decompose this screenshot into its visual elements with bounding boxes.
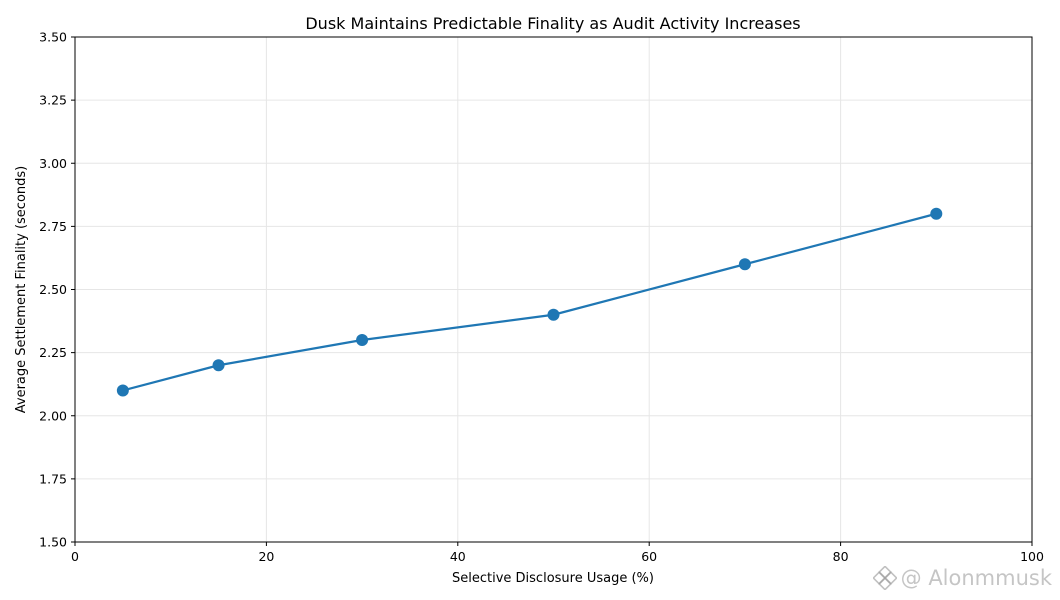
data-point	[116, 384, 129, 397]
axis-ticks: 0 20 40 60 80 100 1.50 1.75 2.00 2.25 2.50 2.75 3.00…	[39, 30, 1044, 565]
x-tick-label: 80	[833, 549, 849, 564]
data-point	[738, 258, 751, 271]
y-tick-label: 2.25	[39, 345, 67, 360]
x-axis-label: Selective Disclosure Usage (%)	[452, 571, 654, 586]
y-tick-label: 3.00	[39, 156, 67, 171]
y-tick-label: 2.50	[39, 282, 67, 297]
x-tick-label: 0	[71, 549, 79, 564]
y-tick-label: 1.50	[39, 535, 67, 550]
y-tick-label: 3.25	[39, 93, 67, 108]
grid	[74, 36, 1033, 543]
data-point	[930, 207, 943, 220]
watermark: @ Alonmmusk	[872, 566, 1052, 590]
x-tick-label: 60	[641, 549, 657, 564]
data-point	[547, 308, 560, 321]
x-tick-label: 40	[450, 549, 466, 564]
binance-logo-icon	[872, 566, 897, 590]
chart-title: Dusk Maintains Predictable Finality as A…	[305, 14, 800, 33]
y-tick-label: 3.50	[39, 30, 67, 45]
y-tick-label: 1.75	[39, 471, 67, 486]
x-tick-label: 100	[1020, 549, 1044, 564]
data-point	[356, 334, 369, 346]
series-layer	[116, 207, 943, 397]
x-tick-label: 20	[258, 549, 274, 564]
series-line	[122, 212, 937, 392]
y-tick-label: 2.00	[39, 408, 67, 423]
watermark-text: @ Alonmmusk	[900, 566, 1052, 590]
y-axis-label: Average Settlement Finality (seconds)	[14, 166, 29, 413]
data-point	[212, 359, 225, 372]
y-tick-label: 2.75	[39, 219, 67, 234]
